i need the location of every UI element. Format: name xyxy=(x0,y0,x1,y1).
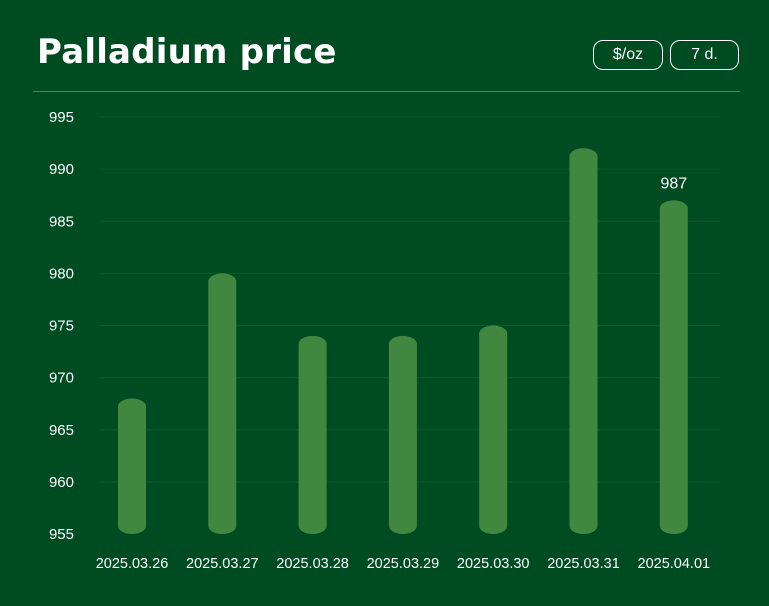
x-tick-label: 2025.03.27 xyxy=(186,556,259,572)
x-tick-label: 2025.03.28 xyxy=(276,556,349,572)
unit-toggle-button[interactable]: $/oz xyxy=(593,40,663,70)
data-labels: 987 xyxy=(660,175,687,192)
bar-2025.03.29[interactable] xyxy=(388,335,417,534)
y-tick-label: 990 xyxy=(49,161,74,178)
bar-2025.03.30[interactable] xyxy=(479,325,508,535)
y-tick-label: 975 xyxy=(49,318,74,335)
y-tick-label: 985 xyxy=(49,213,74,230)
range-selector-button[interactable]: 7 d. xyxy=(670,40,739,70)
bar-2025.04.01[interactable] xyxy=(659,200,688,534)
y-tick-label: 965 xyxy=(49,422,74,439)
x-tick-label: 2025.03.26 xyxy=(96,556,169,572)
x-tick-label: 2025.03.30 xyxy=(457,556,530,572)
bar-2025.03.28[interactable] xyxy=(298,335,327,534)
y-tick-label: 955 xyxy=(49,526,74,543)
bar-2025.03.26[interactable] xyxy=(118,398,146,534)
x-axis-labels: 2025.03.26 2025.03.27 2025.03.28 2025.03.29… xyxy=(96,556,710,572)
x-tick-label: 2025.03.29 xyxy=(367,556,440,572)
y-axis-ticks: 955 960 965 970 975 980 985 990 995 xyxy=(49,109,74,543)
bars xyxy=(118,148,688,534)
y-tick-label: 970 xyxy=(49,370,74,387)
x-tick-label: 2025.03.31 xyxy=(547,556,620,572)
bar-2025.03.27[interactable] xyxy=(208,273,237,534)
x-tick-label: 2025.04.01 xyxy=(638,556,711,572)
y-tick-label: 980 xyxy=(49,265,74,282)
y-tick-label: 995 xyxy=(49,109,74,126)
chart-title: Palladium price xyxy=(37,32,337,72)
bar-2025.03.31[interactable] xyxy=(569,148,598,534)
y-tick-label: 960 xyxy=(49,474,74,491)
header-divider xyxy=(33,91,740,92)
data-label: 987 xyxy=(660,175,687,192)
